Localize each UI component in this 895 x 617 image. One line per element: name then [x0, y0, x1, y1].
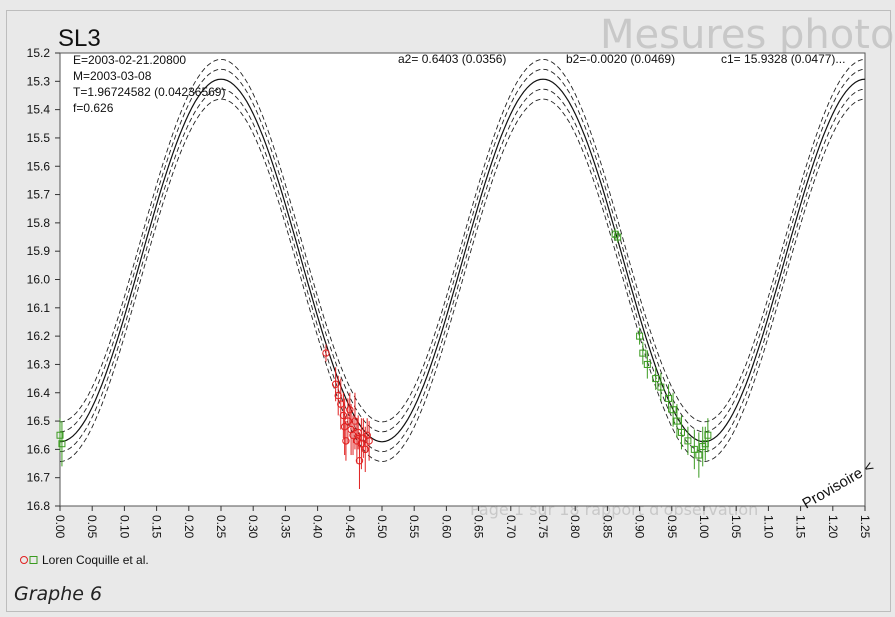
y-tick-label: 15.5	[27, 131, 51, 145]
x-tick-label: 0.35	[278, 515, 292, 539]
x-tick-label: 0.70	[504, 515, 518, 539]
x-tick-label: 0.85	[600, 515, 614, 539]
x-tick-label: 0.00	[53, 515, 67, 539]
y-tick-label: 16.2	[27, 329, 51, 343]
x-tick-label: 1.15	[794, 515, 808, 539]
y-tick-label: 15.7	[27, 188, 51, 202]
y-tick-label: 16.0	[27, 273, 51, 287]
y-tick-label: 15.4	[27, 103, 51, 117]
y-tick-label: 15.8	[27, 216, 51, 230]
x-tick-label: 0.90	[633, 515, 647, 539]
data-point	[636, 332, 644, 340]
x-axis: 0.00 0.05 0.10 0.15 0.20 0.25 0.30 0.35 0.40 0.45…	[53, 506, 872, 539]
fit-curve	[59, 78, 866, 443]
x-tick-label: 1.05	[729, 515, 743, 539]
y-tick-label: 16.4	[27, 386, 51, 400]
data-point	[334, 391, 342, 400]
chart-title: SL3	[58, 25, 101, 52]
x-tick-label: 0.10	[117, 515, 131, 539]
x-tick-label: 1.00	[697, 515, 711, 539]
x-tick-label: 0.65	[472, 515, 486, 539]
figure-caption: Graphe 6	[14, 583, 103, 605]
data-point	[342, 437, 350, 445]
fit-band-upper	[59, 58, 866, 423]
data-point	[331, 380, 340, 388]
x-tick-label: 1.10	[761, 515, 775, 539]
data-point	[684, 437, 692, 445]
data-point	[339, 411, 348, 420]
y-tick-label: 16.3	[27, 357, 51, 371]
info-line: T=1.96724582 (0.04236569)	[73, 85, 225, 99]
y-tick-label: 15.9	[27, 244, 51, 258]
data-point	[639, 349, 647, 357]
x-tick-label: 1.25	[858, 515, 872, 539]
data-point	[361, 445, 369, 454]
legend-marker-green	[29, 556, 38, 564]
data-points	[56, 228, 712, 490]
x-tick-label: 0.40	[311, 515, 325, 539]
fit-curves	[59, 58, 866, 463]
x-tick-label: 0.55	[407, 515, 421, 539]
x-tick-label: 0.20	[182, 515, 196, 539]
x-tick-label: 0.75	[536, 515, 550, 539]
legend-label: Loren Coquille et al.	[42, 553, 149, 567]
x-tick-label: 0.30	[246, 515, 260, 539]
y-tick-label: 15.3	[27, 74, 51, 88]
x-tick-label: 0.60	[439, 515, 453, 539]
x-tick-label: 0.25	[214, 515, 228, 539]
fit-parameters: a2= 0.6403 (0.0356) b2=-0.0020 (0.0469) c1…	[398, 52, 845, 66]
data-point	[58, 440, 66, 448]
data-point	[652, 375, 660, 383]
y-tick-label: 16.8	[27, 499, 51, 513]
data-point	[365, 437, 373, 445]
fit-band-lower	[59, 98, 866, 463]
data-point	[690, 445, 698, 453]
y-tick-label: 15.2	[27, 46, 51, 60]
data-point	[355, 457, 364, 465]
data-point	[337, 400, 345, 408]
y-tick-label: 16.6	[27, 442, 51, 456]
fit-param: c1= 15.9328 (0.0477)...	[721, 52, 845, 66]
data-point	[665, 394, 673, 402]
data-point	[669, 406, 677, 414]
data-point	[695, 451, 703, 459]
fit-param: a2= 0.6403 (0.0356)	[398, 52, 506, 66]
fit-param: b2=-0.0020 (0.0469)	[566, 52, 675, 66]
series-green	[56, 228, 712, 478]
data-point	[614, 233, 622, 241]
fit-band-lower	[59, 88, 866, 453]
legend: Loren Coquille et al.	[20, 553, 149, 567]
y-tick-label: 16.5	[27, 414, 51, 428]
info-line: E=2003-02-21.20800	[73, 53, 186, 67]
data-point	[677, 428, 685, 436]
ephemeris-info: E=2003-02-21.20800 M=2003-03-08 T=1.967245…	[73, 53, 225, 115]
x-tick-label: 1.20	[826, 515, 840, 539]
data-point	[346, 406, 354, 414]
data-point	[657, 383, 665, 391]
info-line: M=2003-03-08	[73, 69, 152, 83]
y-tick-label: 16.7	[27, 471, 51, 485]
data-point	[643, 360, 651, 368]
data-point	[322, 349, 330, 357]
x-tick-label: 0.05	[85, 515, 99, 539]
x-tick-label: 0.45	[343, 515, 357, 539]
x-tick-label: 0.15	[150, 515, 164, 539]
y-tick-label: 16.1	[27, 301, 51, 315]
fit-band-upper	[59, 68, 866, 433]
x-tick-label: 0.50	[375, 515, 389, 539]
data-point	[673, 417, 681, 425]
data-point	[704, 431, 712, 439]
y-tick-label: 15.6	[27, 159, 51, 173]
info-line: f=0.626	[73, 101, 114, 115]
legend-marker-red	[20, 556, 28, 564]
data-point	[56, 431, 64, 439]
y-axis: 15.2 15.3 15.4 15.5 15.6 15.7 15.8 15.9 16.0 16.1…	[27, 46, 60, 513]
series-red	[322, 344, 373, 490]
x-tick-label: 0.80	[568, 515, 582, 539]
x-tick-label: 0.95	[665, 515, 679, 539]
